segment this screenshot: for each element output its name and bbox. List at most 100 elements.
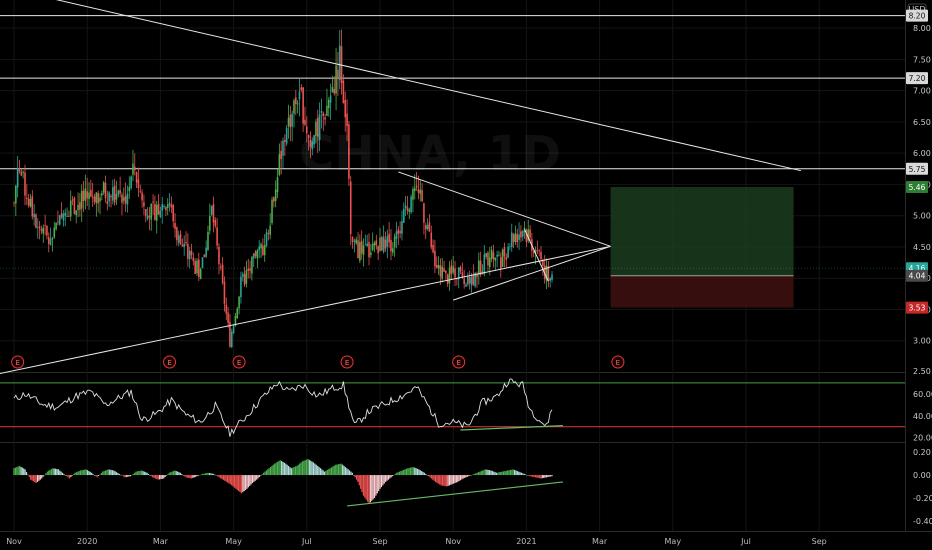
macd-bar [357, 475, 359, 482]
time-tick-label: May [225, 537, 242, 546]
candle-body [219, 266, 222, 268]
candle-body [166, 204, 169, 209]
macd-bar [484, 469, 487, 476]
macd-bar [358, 475, 360, 486]
macd-bar [82, 469, 84, 476]
horizontal-levels [0, 15, 905, 170]
macd-bar [308, 459, 310, 476]
candle-body [467, 276, 469, 285]
candle-body [423, 203, 425, 223]
candle-body [144, 208, 147, 216]
macd-bar [311, 461, 313, 476]
earnings-marker-icon [163, 355, 177, 369]
macd-bar [86, 470, 89, 476]
macd-bar [355, 475, 358, 480]
macd-trend-line [346, 481, 564, 507]
candle-body [547, 266, 550, 281]
macd-bar [257, 475, 259, 479]
macd-bar [398, 471, 401, 476]
time-tick-label: 2021 [516, 537, 536, 546]
candle-body [243, 273, 246, 285]
macd-bar [185, 475, 187, 478]
candle-body [225, 304, 228, 314]
macd-bar [337, 464, 340, 476]
macd-bar [164, 475, 166, 478]
candle-body [485, 253, 487, 257]
macd-bar [505, 470, 507, 476]
candle-body [284, 139, 286, 142]
candle-body [368, 242, 370, 258]
macd-bar [168, 472, 170, 476]
candle-body [141, 192, 143, 201]
macd-bar [459, 475, 462, 481]
macd-bar [190, 475, 193, 479]
macd-bar [264, 471, 266, 476]
macd-bar [533, 475, 535, 478]
macd-bar [343, 465, 345, 476]
price-tick-label: 8.00 [913, 24, 931, 33]
macd-bar [336, 464, 338, 476]
candle-body [293, 100, 295, 114]
macd-bar [20, 466, 22, 476]
macd-bar [131, 475, 133, 476]
macd-bar [364, 475, 366, 498]
macd-bar [455, 475, 457, 483]
macd-bar [236, 475, 238, 490]
macd-bar [292, 467, 294, 476]
candle-body [254, 251, 257, 257]
candle-body [280, 150, 282, 160]
candle-body [278, 154, 281, 175]
macd-bar [319, 468, 322, 476]
candle-body [62, 213, 65, 221]
candle-body [532, 251, 535, 254]
candle-body [472, 274, 475, 285]
candle-body [251, 256, 253, 274]
macd-bar [434, 475, 437, 482]
candle-body [415, 185, 418, 188]
macd-bar [109, 469, 111, 476]
macd-bar [525, 474, 527, 476]
price-tick-label: 7.00 [913, 87, 931, 96]
earnings-marker-icon [340, 355, 354, 369]
macd-bar [84, 469, 86, 476]
macd-bar [247, 475, 249, 488]
earnings-marker-label: E [237, 359, 241, 367]
macd-bar [400, 471, 402, 476]
level-price-tag: 7.20 [909, 74, 926, 83]
macd-bar [305, 459, 308, 476]
macd-bar [375, 475, 377, 496]
candle-body [79, 202, 81, 210]
macd-bar [48, 470, 50, 476]
macd-bar [45, 473, 47, 476]
macd-bar [486, 469, 488, 476]
macd-bar [99, 474, 101, 476]
macd-bar [411, 467, 413, 476]
candle-body [443, 268, 445, 272]
candle-body [439, 265, 442, 277]
candle-body [187, 243, 189, 259]
candle-body [520, 231, 522, 238]
rsi-tick-label: 40.00 [913, 412, 932, 421]
candle-body [236, 308, 239, 319]
candle-body [60, 213, 63, 218]
macd-bar [325, 470, 327, 476]
candle-body [71, 199, 74, 201]
candle-body [128, 187, 131, 192]
candle-body [333, 88, 336, 94]
candle-body [42, 227, 45, 234]
candle-body [101, 193, 103, 196]
macd-bar [362, 475, 365, 496]
candle-body [106, 201, 109, 205]
macd-bar [494, 472, 496, 476]
macd-bar [299, 463, 301, 476]
macd-bar [326, 469, 328, 476]
candle-body [489, 257, 491, 268]
candle-body [38, 226, 41, 229]
macd-bar [440, 475, 442, 486]
candle-body [117, 190, 120, 195]
macd-bar [283, 462, 285, 476]
macd-bar [489, 470, 491, 476]
candle-body [468, 277, 471, 284]
candle-body [357, 240, 359, 259]
earnings-marker-icon [11, 355, 25, 369]
